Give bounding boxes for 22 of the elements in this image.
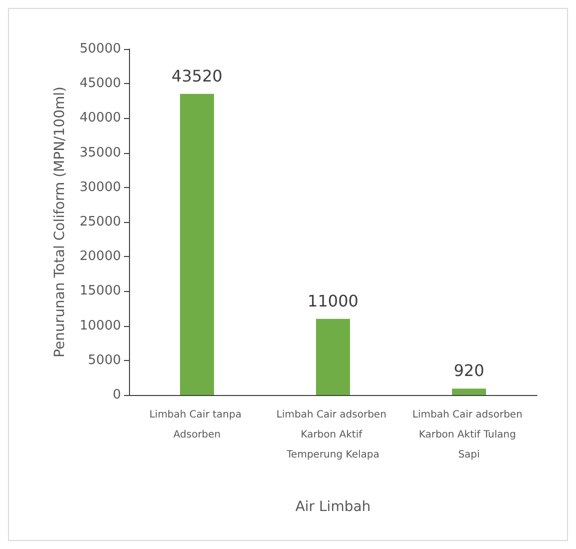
bar (452, 388, 486, 395)
y-tick-label: 25000 (80, 214, 121, 230)
y-axis-title: Penurunan Total Coliform (MPN/100ml) (52, 86, 68, 358)
y-tick-label: 50000 (80, 42, 121, 56)
bar (180, 94, 214, 395)
x-tick-label: Limbah Cair adsorben Karbon Aktif Temperung Kelapa (276, 410, 390, 460)
x-axis-title: Air Limbah (295, 499, 371, 515)
y-tick-label: 5000 (88, 352, 121, 368)
bar (316, 318, 350, 395)
x-tick-label: Limbah Cair tanpa Adsorben (149, 410, 245, 440)
y-tick-label: 30000 (80, 180, 121, 195)
y-tick-label: 45000 (80, 76, 121, 92)
data-label: 920 (454, 361, 484, 380)
y-tick-label: 35000 (80, 145, 121, 160)
x-tick-label: Limbah Cair adsorben Karbon Aktif Tulang Sapi (412, 410, 526, 460)
y-tick-label: 0 (112, 388, 121, 402)
y-tick-label: 15000 (80, 284, 121, 299)
data-label: 43520 (172, 66, 222, 86)
y-tick-label: 20000 (80, 249, 121, 264)
y-tick-label: 10000 (80, 318, 121, 334)
y-tick-label: 40000 (80, 110, 121, 126)
data-label: 11000 (308, 291, 358, 310)
